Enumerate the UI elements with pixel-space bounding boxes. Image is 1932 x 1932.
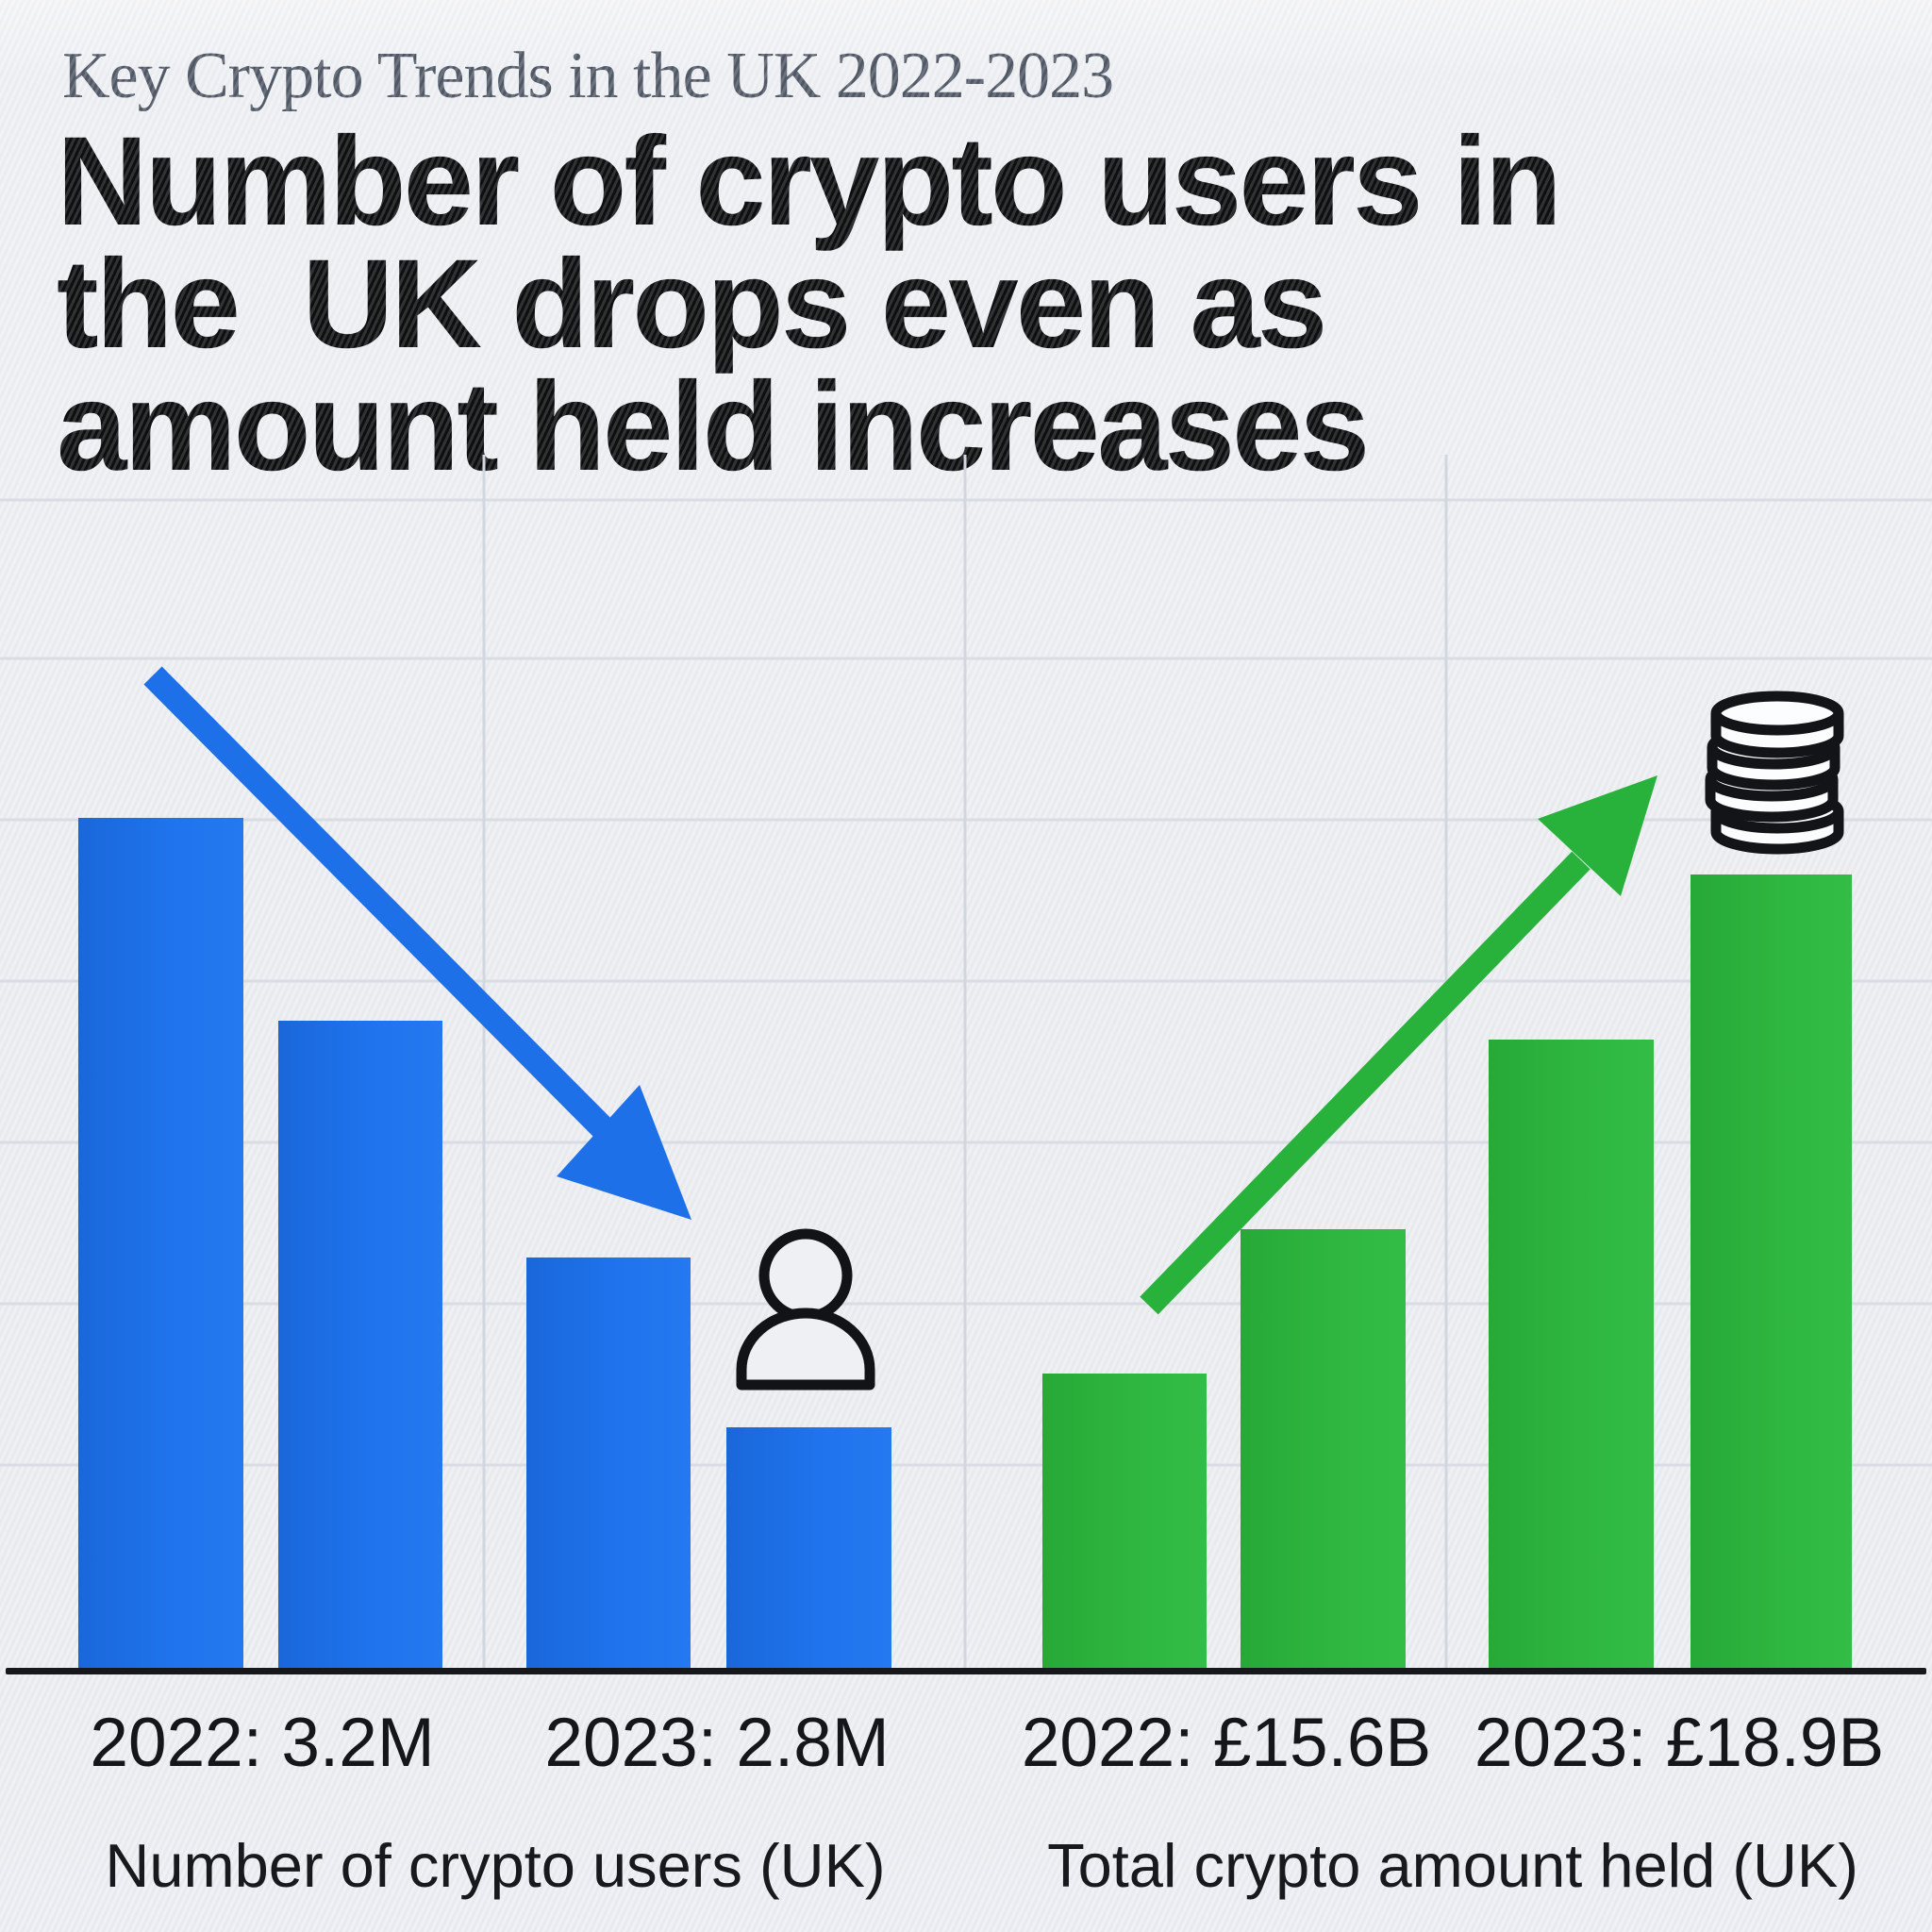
headline-line-3: amount held increases [57, 357, 1370, 497]
bar [78, 818, 243, 1672]
trend-up-arrow-icon [1140, 775, 1657, 1315]
bar [1042, 1374, 1207, 1672]
bar [1489, 1040, 1654, 1672]
holdings-bar-series [1042, 874, 1852, 1672]
trend-down-arrow-icon [143, 666, 691, 1220]
headline-line-2: the UK drops even as [57, 234, 1327, 375]
headline-line-1: Number of crypto users in [57, 111, 1562, 252]
bar [1241, 1229, 1406, 1672]
users-bar-series [78, 818, 891, 1672]
coins-icon [1705, 691, 1844, 855]
kicker: Key Crypto Trends in the UK 2022-2023 [62, 40, 1114, 112]
headline: Number of crypto users in the UK drops e… [57, 111, 1877, 497]
holdings-2023-value-label: 2023: £18.9B [1474, 1705, 1885, 1781]
bar [278, 1021, 442, 1672]
holdings-chart-caption: Total crypto amount held (UK) [1047, 1831, 1858, 1900]
users-2022-value-label: 2022: 3.2M [90, 1705, 435, 1781]
person-icon [736, 1228, 875, 1391]
users-chart-caption: Number of crypto users (UK) [105, 1831, 886, 1900]
bar [726, 1427, 891, 1672]
bar [526, 1257, 691, 1672]
bar [1690, 874, 1852, 1672]
users-2023-value-label: 2023: 2.8M [544, 1705, 890, 1781]
holdings-2022-value-label: 2022: £15.6B [1021, 1705, 1432, 1781]
x-axis-line [6, 1668, 1926, 1674]
